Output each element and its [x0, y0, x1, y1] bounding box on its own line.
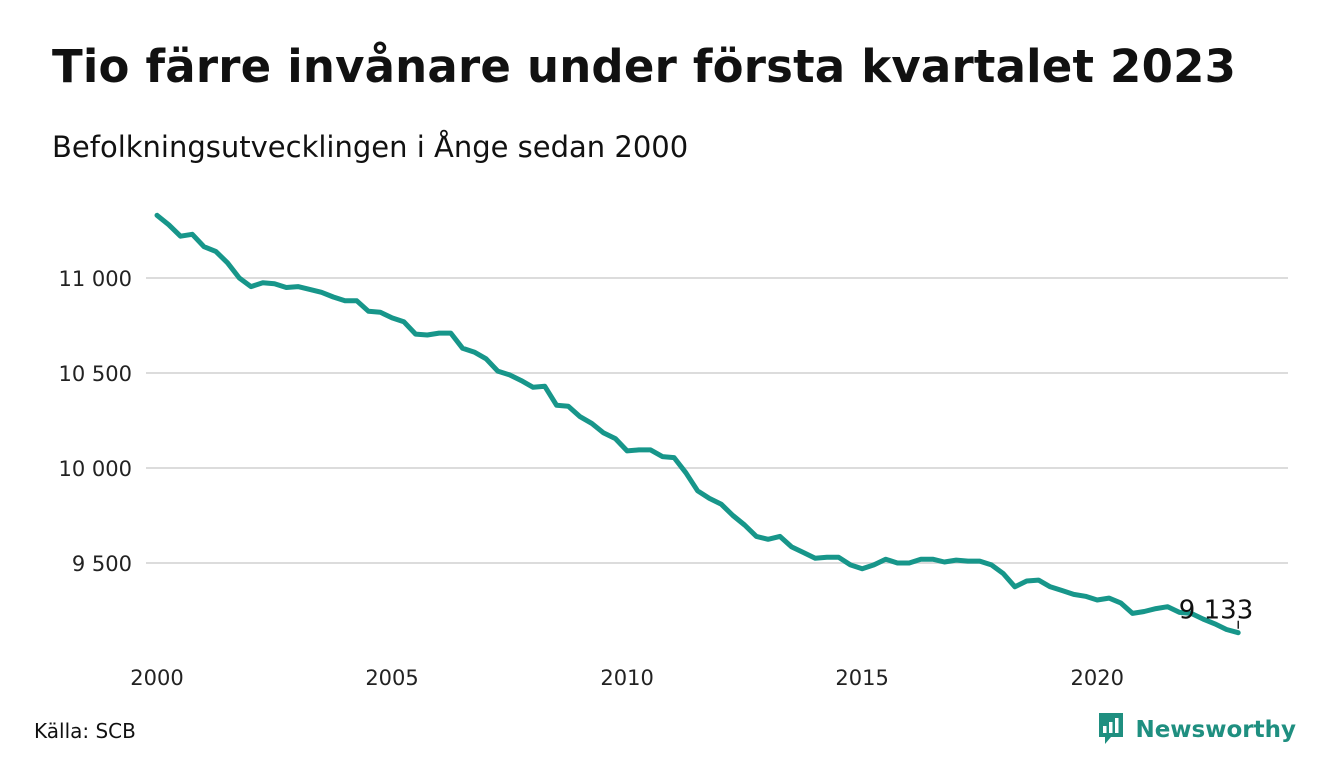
x-tick-label: 2005: [365, 666, 418, 690]
y-tick-label: 9 500: [72, 552, 132, 576]
x-axis-tick-labels: 2000 2005 2010 2015 2020: [130, 666, 1124, 690]
x-tick-label: 2015: [835, 666, 888, 690]
y-axis-tick-labels: 9 500 10 000 10 500 11 000: [59, 267, 132, 576]
bar-chart-logo-icon: [1097, 711, 1125, 749]
annotation-layer: 9 133: [1179, 596, 1253, 629]
y-tick-label: 11 000: [59, 267, 132, 291]
y-tick-label: 10 500: [59, 362, 132, 386]
chart-title: Tio färre invånare under första kvartale…: [52, 40, 1237, 93]
brand-logo[interactable]: Newsworthy: [1097, 712, 1296, 748]
chart-subtitle: Befolkningsutvecklingen i Ånge sedan 200…: [52, 130, 689, 164]
x-tick-label: 2000: [130, 666, 183, 690]
x-tick-label: 2010: [600, 666, 653, 690]
brand-name: Newsworthy: [1135, 717, 1296, 743]
source-note: Källa: SCB: [34, 719, 136, 743]
series-layer: [154, 212, 1241, 636]
end-value-label: 9 133: [1179, 596, 1253, 626]
population-line: [154, 212, 1241, 636]
x-tick-label: 2020: [1070, 666, 1123, 690]
y-tick-label: 10 000: [59, 457, 132, 481]
gridlines: [146, 277, 1288, 564]
